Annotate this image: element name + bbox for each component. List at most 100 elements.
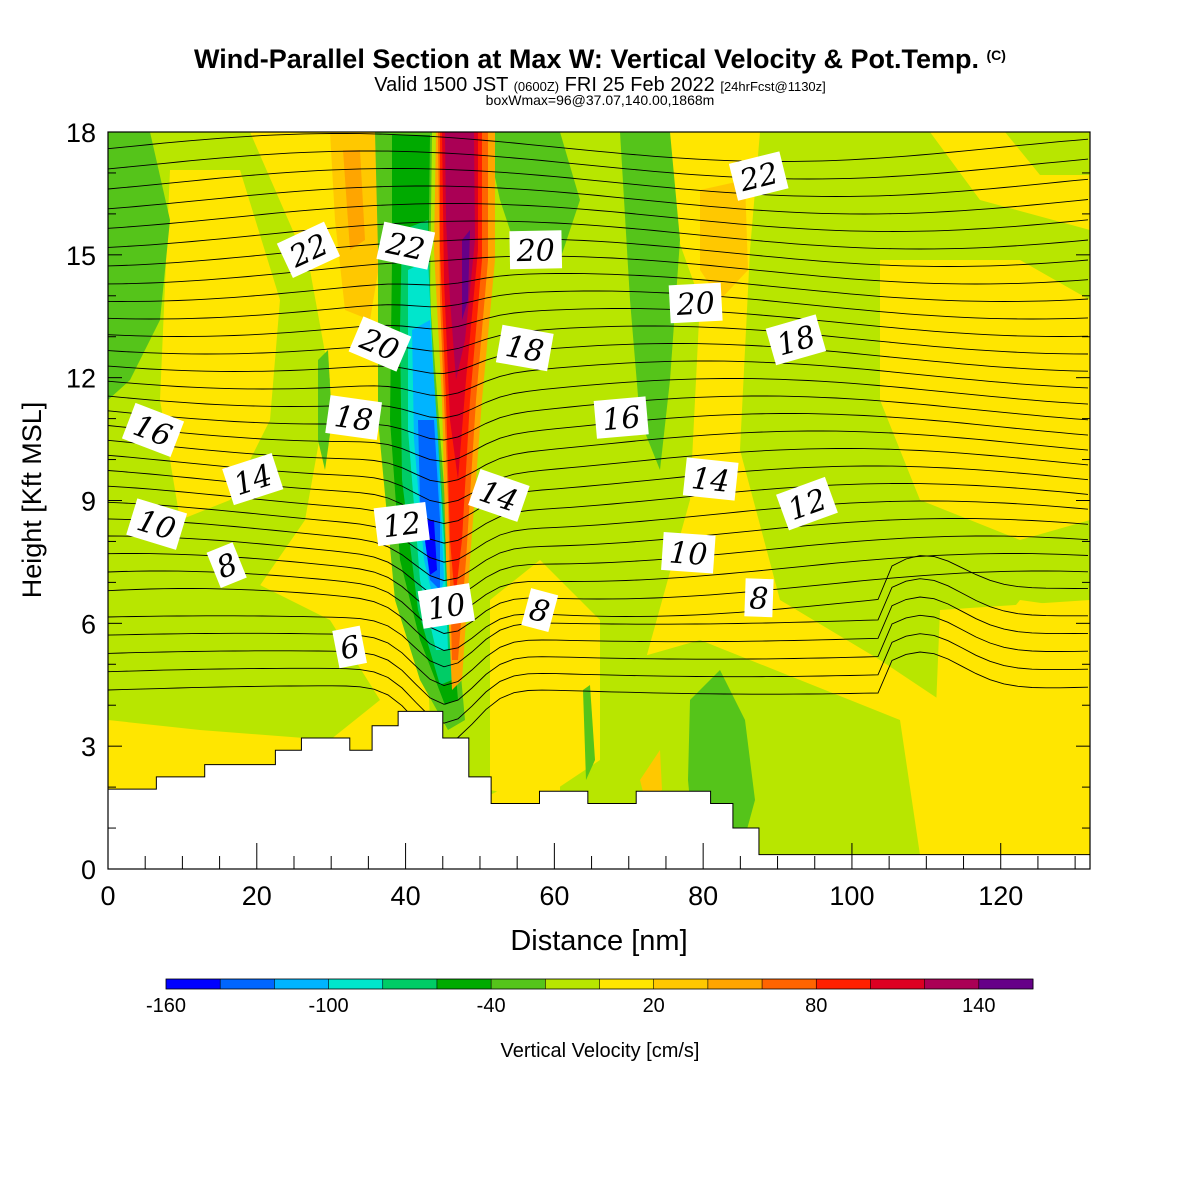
title-mark: (C) xyxy=(986,47,1006,63)
theta-contour-line xyxy=(108,578,1088,668)
theta-contour-line xyxy=(108,518,1089,582)
theta-label-box xyxy=(661,531,716,574)
theta-label-box xyxy=(222,452,284,506)
axis-ticks xyxy=(107,131,1090,870)
theta-label-box xyxy=(348,316,412,372)
theta-label-box xyxy=(276,221,341,279)
theta-label-text: 12 xyxy=(381,506,423,545)
plot-frame xyxy=(107,131,1091,870)
theta-label-text: 18 xyxy=(332,399,375,439)
y-axis-label: Height [Kft MSL] xyxy=(17,402,47,599)
colorbar-segment xyxy=(491,979,546,989)
theta-label: 20 xyxy=(509,230,563,270)
colorbar-segment xyxy=(762,979,817,989)
colorbar-segment xyxy=(707,979,763,989)
theta-contour-line xyxy=(108,553,1089,617)
theta-label-box xyxy=(206,542,247,588)
fill-darkgreen-1 xyxy=(108,132,170,400)
theta-contour-line xyxy=(108,360,1089,397)
colorbar-segment xyxy=(653,979,709,989)
theta-label-text: 14 xyxy=(690,461,732,500)
fill-patch-2 xyxy=(880,260,1090,540)
y-tick-label: 18 xyxy=(66,118,96,148)
colorbar-tick-label: 20 xyxy=(643,995,665,1017)
fill-band-5 xyxy=(108,580,380,740)
theta-label: 8 xyxy=(206,542,247,588)
chart-title: Wind-Parallel Section at Max W: Vertical… xyxy=(0,44,1200,75)
theta-contour-line xyxy=(108,168,1089,197)
colorbar-segment xyxy=(978,979,1034,989)
vertical-velocity-fills xyxy=(108,132,1090,855)
theta-label-text: 20 xyxy=(515,233,555,269)
theta-label-box xyxy=(682,457,739,501)
theta-label: 8 xyxy=(744,578,774,618)
theta-label-text: 20 xyxy=(675,286,716,323)
colorbar-segment xyxy=(166,979,221,989)
theta-contour-line xyxy=(108,378,1089,419)
theta-label-box xyxy=(376,221,436,270)
x-axis-label: Distance [nm] xyxy=(510,925,687,957)
colorbar-tick-label: -40 xyxy=(477,995,506,1017)
colorbar-segment xyxy=(870,979,926,989)
theta-label: 20 xyxy=(668,282,723,324)
x-tick-label: 120 xyxy=(978,881,1023,911)
x-tick-label: 0 xyxy=(100,881,115,911)
theta-contour-line xyxy=(108,500,1089,563)
colorbar: -160 -100 -40 20 80 140 xyxy=(146,978,1034,1017)
theta-contour-line xyxy=(108,483,1089,544)
y-tick-label: 0 xyxy=(81,855,96,885)
fill-updraft-purple xyxy=(462,230,470,320)
theta-label-text: 22 xyxy=(382,226,428,268)
theta-label-text: 18 xyxy=(503,329,547,370)
valid-zulu: (0600Z) xyxy=(513,79,560,94)
theta-label-text: 10 xyxy=(425,587,468,628)
theta-contour-line xyxy=(108,651,1089,743)
x-tick-label: 40 xyxy=(391,881,421,911)
y-axis: 0 3 6 9 12 15 18 xyxy=(66,118,96,885)
colorbar-segment xyxy=(220,979,275,989)
fill-darkgreen-6 xyxy=(583,685,595,780)
theta-label: 14 xyxy=(222,452,284,506)
theta-contour-line xyxy=(108,308,1089,337)
theta-label-box xyxy=(126,498,188,550)
theta-label-box xyxy=(728,151,789,201)
fill-orange-2 xyxy=(343,150,365,250)
fill-band-4 xyxy=(1005,132,1090,175)
y-tick-label: 6 xyxy=(81,609,96,639)
theta-contour-line xyxy=(108,614,1089,705)
theta-contour-line xyxy=(108,203,1089,232)
fill-orange-4 xyxy=(640,750,662,800)
theta-contour-line xyxy=(108,570,1089,634)
forecast-info: [24hrFcst@1130z] xyxy=(720,79,826,94)
theta-label: 18 xyxy=(765,314,827,366)
x-tick-label: 60 xyxy=(539,881,569,911)
theta-contour-line xyxy=(108,290,1089,320)
theta-label: 18 xyxy=(495,324,554,372)
fill-patch-4 xyxy=(490,560,600,800)
theta-contour-line xyxy=(108,238,1089,267)
colorbar-segment xyxy=(382,979,438,989)
theta-contour-line xyxy=(108,220,1089,250)
theta-label-box xyxy=(325,395,383,441)
theta-label: 10 xyxy=(661,531,716,574)
theta-contour-line xyxy=(108,273,1089,302)
colorbar-segment xyxy=(816,979,871,989)
colorbar-tick-label: -160 xyxy=(146,995,186,1017)
fill-darkgreen-5 xyxy=(318,350,332,470)
theta-label-box xyxy=(332,625,367,669)
fill-orange-3 xyxy=(700,180,748,300)
theta-label-text: 16 xyxy=(601,400,642,438)
box-wmax-line: boxWmax=96@37.07,140.00,1868m xyxy=(485,92,715,108)
theta-label-box xyxy=(776,476,838,531)
theta-contour-line xyxy=(108,150,1089,180)
colorbar-segment xyxy=(924,979,980,989)
theta-label: 10 xyxy=(417,583,475,629)
colorbar-tick-label: 140 xyxy=(962,995,995,1017)
theta-contour-line xyxy=(108,633,1089,724)
theta-label-box xyxy=(468,469,530,522)
theta-label: 22 xyxy=(376,221,436,270)
colorbar-segment xyxy=(274,979,330,989)
theta-contour-line xyxy=(108,596,1089,686)
